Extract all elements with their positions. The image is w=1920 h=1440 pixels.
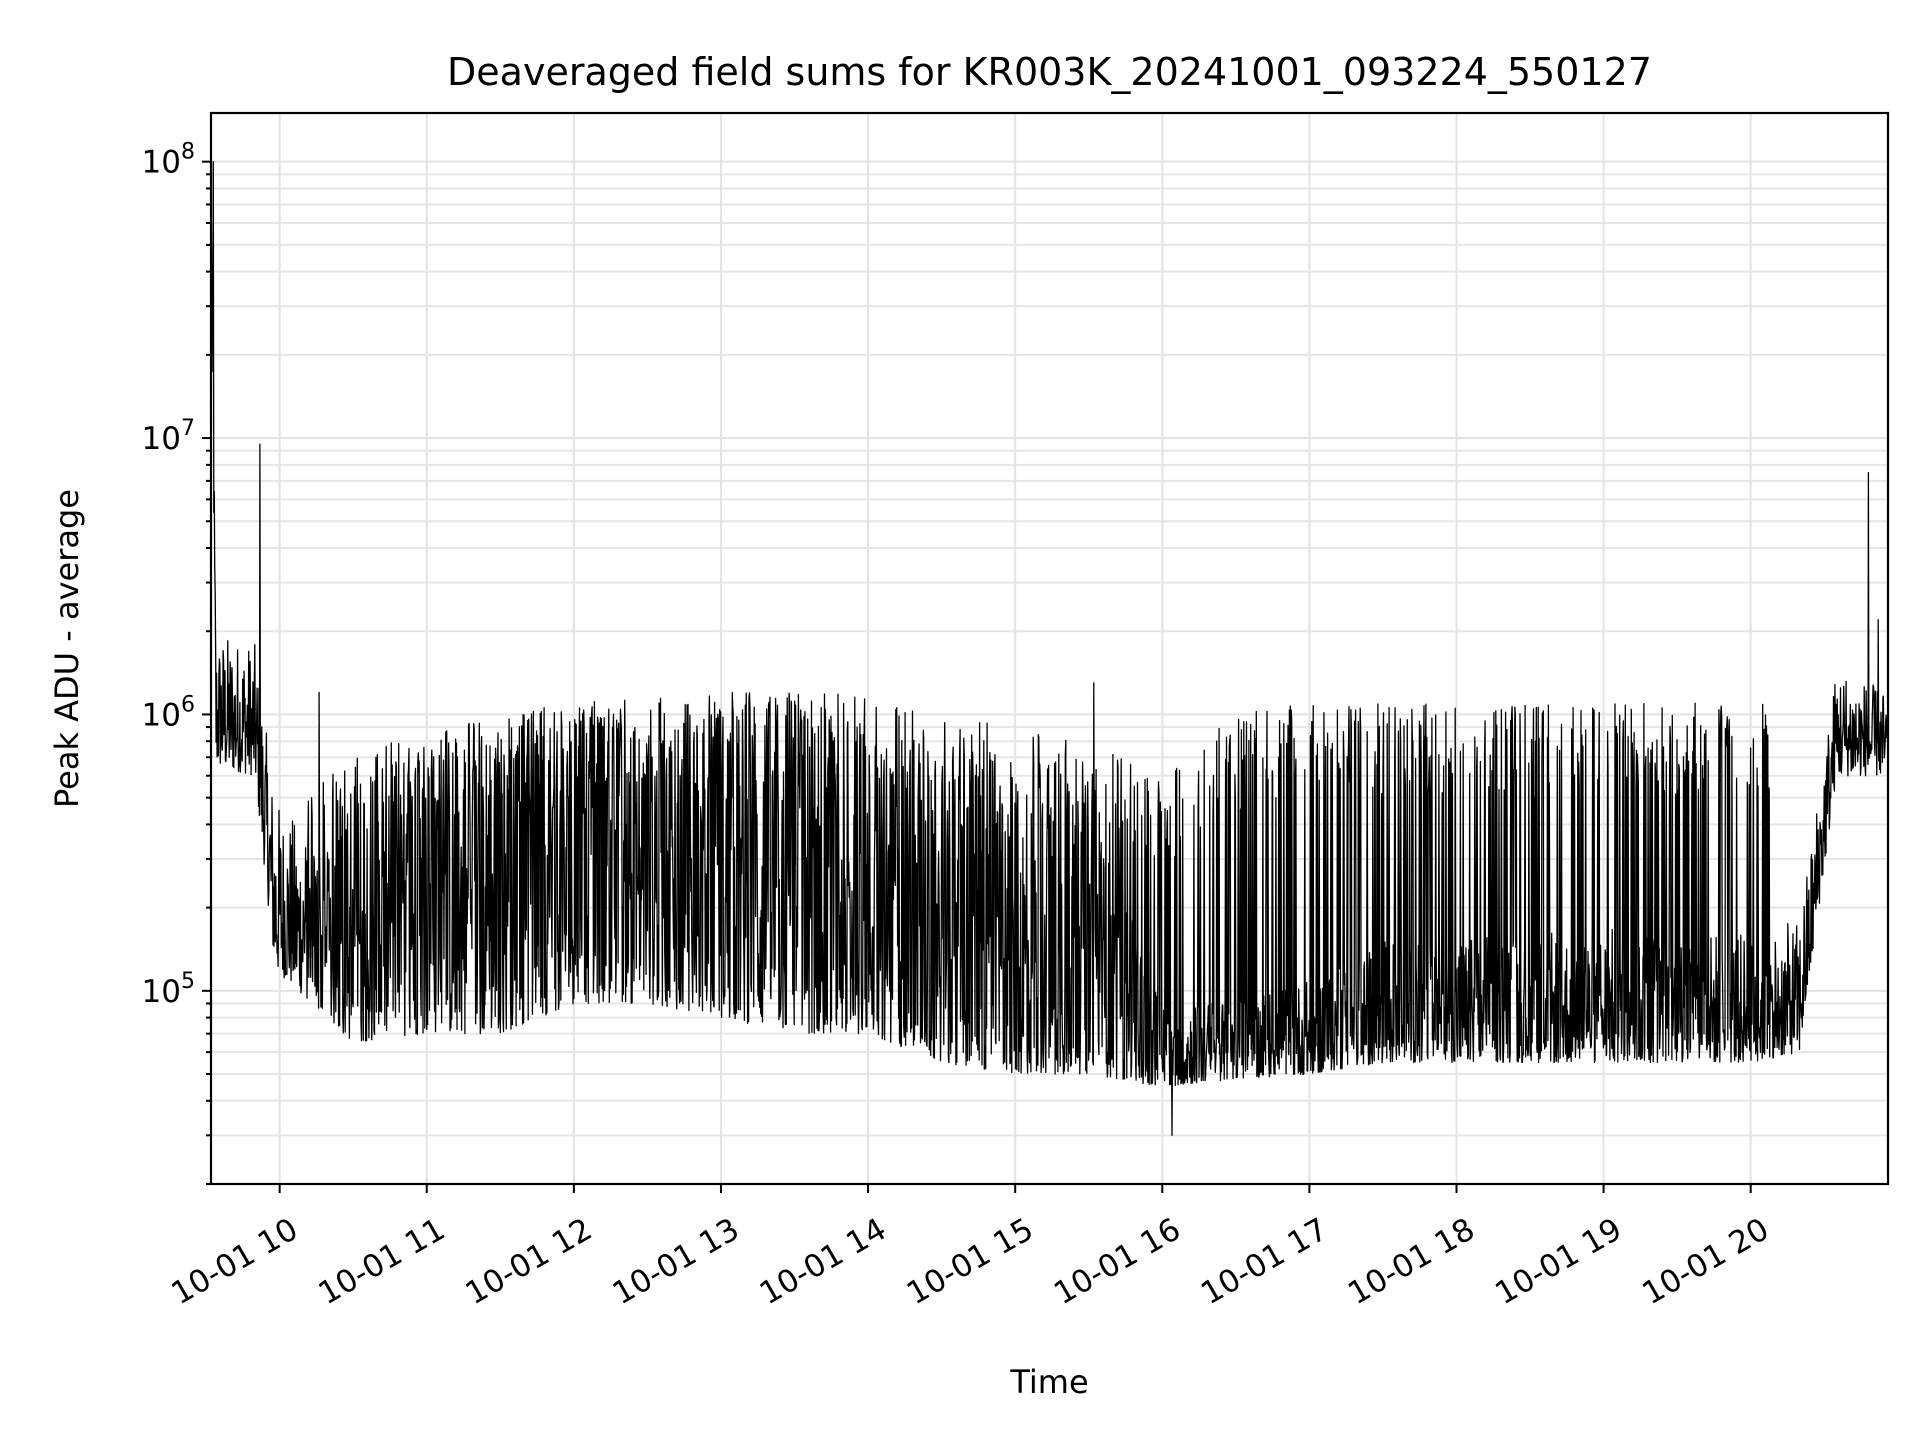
y-tick-exponent: 5: [181, 969, 195, 994]
y-tick-label: 107: [142, 416, 195, 457]
y-axis-label: Peak ADU - average: [48, 489, 86, 808]
y-tick-base: 10: [142, 145, 181, 181]
y-tick-base: 10: [142, 974, 181, 1010]
x-axis-label: Time: [1009, 1363, 1088, 1401]
y-tick-exponent: 7: [181, 416, 195, 441]
plot-frame: [209, 111, 1890, 1186]
y-tick-label: 105: [142, 969, 195, 1010]
y-tick-exponent: 6: [181, 692, 195, 717]
y-tick-exponent: 8: [181, 140, 195, 165]
y-tick-label: 108: [142, 140, 195, 181]
series-layer: [211, 161, 1888, 1136]
y-tick-base: 10: [142, 421, 181, 457]
y-tick-label: 106: [142, 692, 195, 733]
axis-ticks: [202, 160, 1752, 1193]
y-tick-base: 10: [142, 697, 181, 733]
series-line: [211, 161, 1888, 1136]
chart-title: Deaveraged field sums for KR003K_2024100…: [447, 50, 1652, 94]
